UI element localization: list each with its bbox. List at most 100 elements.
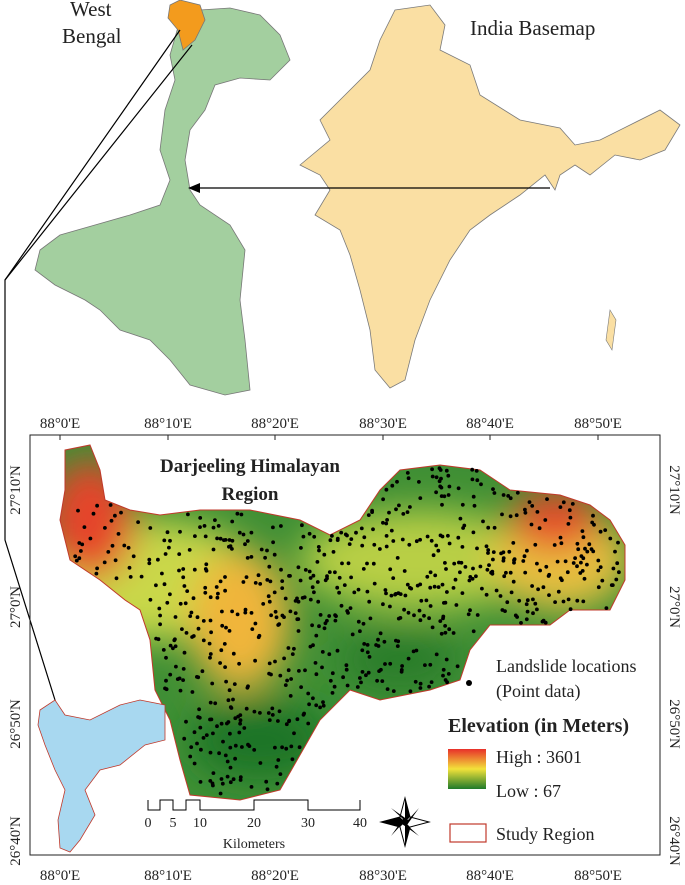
legend-title: Elevation (in Meters) (448, 715, 629, 737)
landslide-point (359, 680, 363, 685)
landslide-point (162, 582, 167, 587)
india-basemap (299, 4, 681, 389)
landslide-point (371, 561, 376, 566)
landslide-point (511, 579, 516, 584)
landslide-point (381, 520, 385, 525)
landslide-point (79, 549, 83, 553)
landslide-point (596, 568, 601, 573)
landslide-point (388, 604, 392, 609)
landslide-point (408, 585, 412, 590)
landslide-point (430, 625, 435, 630)
landslide-point (272, 590, 277, 595)
landslide-point (178, 688, 183, 693)
landslide-point (280, 745, 284, 750)
landslide-point (418, 496, 423, 500)
landslide-point (310, 623, 314, 628)
landslide-point (198, 725, 203, 730)
landslide-point (395, 556, 400, 560)
landslide-point (456, 486, 461, 491)
landslide-point (76, 508, 80, 513)
landslide-point (178, 529, 182, 534)
landslide-point (218, 536, 223, 541)
landslide-point (298, 578, 303, 583)
landslide-point (439, 494, 444, 498)
landslide-point (444, 657, 449, 662)
landslide-point (284, 746, 289, 751)
state-label: Bengal (62, 24, 122, 48)
landslide-point (295, 717, 300, 722)
darjeeling-highlight (167, 0, 206, 51)
landslide-point (375, 678, 379, 683)
landslide-point (289, 744, 294, 749)
landslide-point (427, 616, 431, 621)
landslide-point (376, 637, 380, 642)
landslide-point (195, 615, 200, 620)
landslide-point (419, 598, 424, 603)
landslide-point (306, 721, 311, 726)
landslide-point (374, 643, 378, 647)
landslide-point (211, 771, 216, 775)
landslide-point (475, 478, 480, 483)
landslide-point (181, 567, 186, 571)
landslide-point (443, 678, 448, 682)
landslide-point (231, 777, 236, 782)
landslide-point (275, 781, 280, 786)
landslide-point (267, 661, 272, 666)
landslide-point (523, 510, 528, 515)
landslide-point (561, 500, 566, 505)
elevation-ramp (448, 749, 486, 789)
landslide-point (332, 684, 337, 689)
landslide-point (402, 607, 406, 612)
landslide-point (418, 618, 423, 623)
landslide-point (330, 671, 335, 676)
landslide-point (438, 484, 443, 489)
landslide-point (95, 503, 99, 508)
legend-text: (Point data) (496, 681, 580, 702)
landslide-point (580, 529, 585, 533)
landslide-point (322, 626, 327, 631)
landslide-point (273, 609, 278, 614)
landslide-point (279, 524, 283, 528)
landslide-point (378, 547, 382, 551)
landslide-point (535, 607, 539, 612)
landslide-point (567, 508, 572, 513)
landslide-point (183, 601, 188, 606)
landslide-point (406, 656, 411, 661)
north-arrow (379, 796, 431, 848)
landslide-point (578, 571, 583, 575)
landslide-point (485, 567, 490, 572)
landslide-point (368, 616, 373, 621)
landslide-point (442, 601, 446, 605)
landslide-point (334, 614, 338, 618)
landslide-point (533, 542, 538, 547)
lon-label: 88°10'E (144, 868, 192, 884)
landslide-point (311, 643, 315, 648)
landslide-point (391, 576, 396, 580)
landslide-point (451, 631, 456, 635)
landslide-point (312, 590, 316, 595)
landslide-point (563, 559, 568, 564)
legend-dot (466, 680, 472, 686)
landslide-point (451, 586, 456, 590)
landslide-point (360, 543, 365, 548)
landslide-point (327, 652, 332, 657)
landslide-point (443, 630, 448, 635)
landslide-point (246, 742, 250, 747)
landslide-point (221, 739, 225, 744)
landslide-point (127, 565, 132, 570)
landslide-point (272, 552, 277, 557)
landslide-point (297, 745, 302, 750)
landslide-point (389, 593, 394, 598)
landslide-point (266, 711, 271, 715)
landslide-point (430, 474, 435, 479)
landslide-point (565, 570, 570, 575)
landslide-point (537, 526, 542, 531)
landslide-point (498, 594, 503, 598)
landslide-point (434, 490, 438, 495)
landslide-point (225, 759, 230, 764)
lat-label: 27°10'N (8, 465, 24, 515)
landslide-point (208, 779, 213, 783)
landslide-point (108, 503, 113, 507)
landslide-point (279, 567, 283, 572)
lat-label: 27°0'N (666, 586, 682, 628)
